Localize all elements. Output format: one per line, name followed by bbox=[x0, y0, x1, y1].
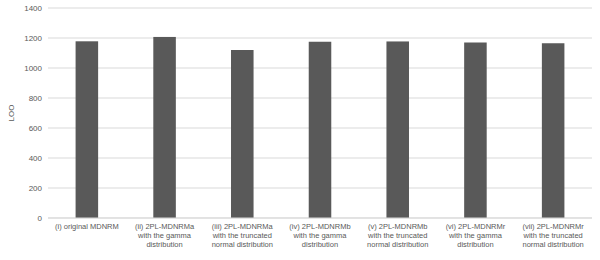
grid-line bbox=[48, 8, 592, 9]
x-tick-label-line: normal distribution bbox=[212, 240, 273, 249]
bar bbox=[386, 41, 409, 218]
x-tick-label-line: (iii) 2PL-MDNRMa bbox=[212, 222, 274, 231]
bar bbox=[309, 42, 332, 218]
y-tick-label: 1400 bbox=[24, 4, 42, 13]
chart: 0 200 400 600 800 1000 1200 1400 (i) original MD… bbox=[0, 0, 600, 260]
bar bbox=[76, 41, 99, 218]
x-tick-label-line: normal distribution bbox=[523, 240, 584, 249]
bar bbox=[542, 43, 565, 218]
y-tick-label: 400 bbox=[29, 154, 43, 163]
bar bbox=[464, 43, 487, 219]
x-tick-label-line: (v) 2PL-MDNRMb bbox=[368, 222, 428, 231]
x-tick-label-line: with the truncated bbox=[212, 231, 272, 240]
y-tick-label: 600 bbox=[29, 124, 43, 133]
x-tick-label-line: with the gamma bbox=[293, 231, 348, 240]
x-tick-label-line: (ii) 2PL-MDNRMa bbox=[135, 222, 195, 231]
y-axis-label: LOO bbox=[7, 105, 16, 122]
x-tick-label: (iv) 2PL-MDNRMbwith the gammadistributio… bbox=[289, 222, 350, 249]
y-tick-label: 200 bbox=[29, 184, 43, 193]
x-tick-label-line: (iv) 2PL-MDNRMb bbox=[289, 222, 350, 231]
bar bbox=[153, 37, 176, 218]
y-tick-label: 1000 bbox=[24, 64, 42, 73]
x-tick-label-line: distribution bbox=[457, 240, 493, 249]
x-tick-label: (ii) 2PL-MDNRMawith the gammadistributio… bbox=[135, 222, 195, 249]
x-tick-label: (i) original MDNRM bbox=[55, 222, 119, 231]
y-tick-label: 1200 bbox=[24, 34, 42, 43]
x-tick-label: (vi) 2PL-MDNRMrwith the gammadistributio… bbox=[446, 222, 506, 249]
grid-line bbox=[48, 218, 592, 219]
x-tick-label-line: distribution bbox=[302, 240, 338, 249]
x-tick-label-line: (vi) 2PL-MDNRMr bbox=[446, 222, 506, 231]
x-tick-label-line: (vii) 2PL-MDNRMr bbox=[523, 222, 585, 231]
grid-line bbox=[48, 38, 592, 39]
x-tick-label-line: with the gamma bbox=[448, 231, 503, 240]
x-tick-label-line: distribution bbox=[146, 240, 182, 249]
x-tick-label-line: with the truncated bbox=[367, 231, 427, 240]
x-tick-label: (iii) 2PL-MDNRMawith the truncatednormal… bbox=[212, 222, 274, 249]
x-tick-label: (vii) 2PL-MDNRMrwith the truncatednormal… bbox=[523, 222, 585, 249]
x-tick-label-line: normal distribution bbox=[367, 240, 428, 249]
y-tick-label: 800 bbox=[29, 94, 43, 103]
x-tick-label: (v) 2PL-MDNRMbwith the truncatednormal d… bbox=[367, 222, 428, 249]
bar bbox=[231, 50, 254, 218]
x-tick-label-line: with the gamma bbox=[137, 231, 192, 240]
y-tick-label: 0 bbox=[38, 214, 43, 223]
x-tick-label-line: (i) original MDNRM bbox=[55, 222, 119, 231]
x-axis bbox=[48, 218, 592, 219]
x-tick-label-line: with the truncated bbox=[523, 231, 583, 240]
